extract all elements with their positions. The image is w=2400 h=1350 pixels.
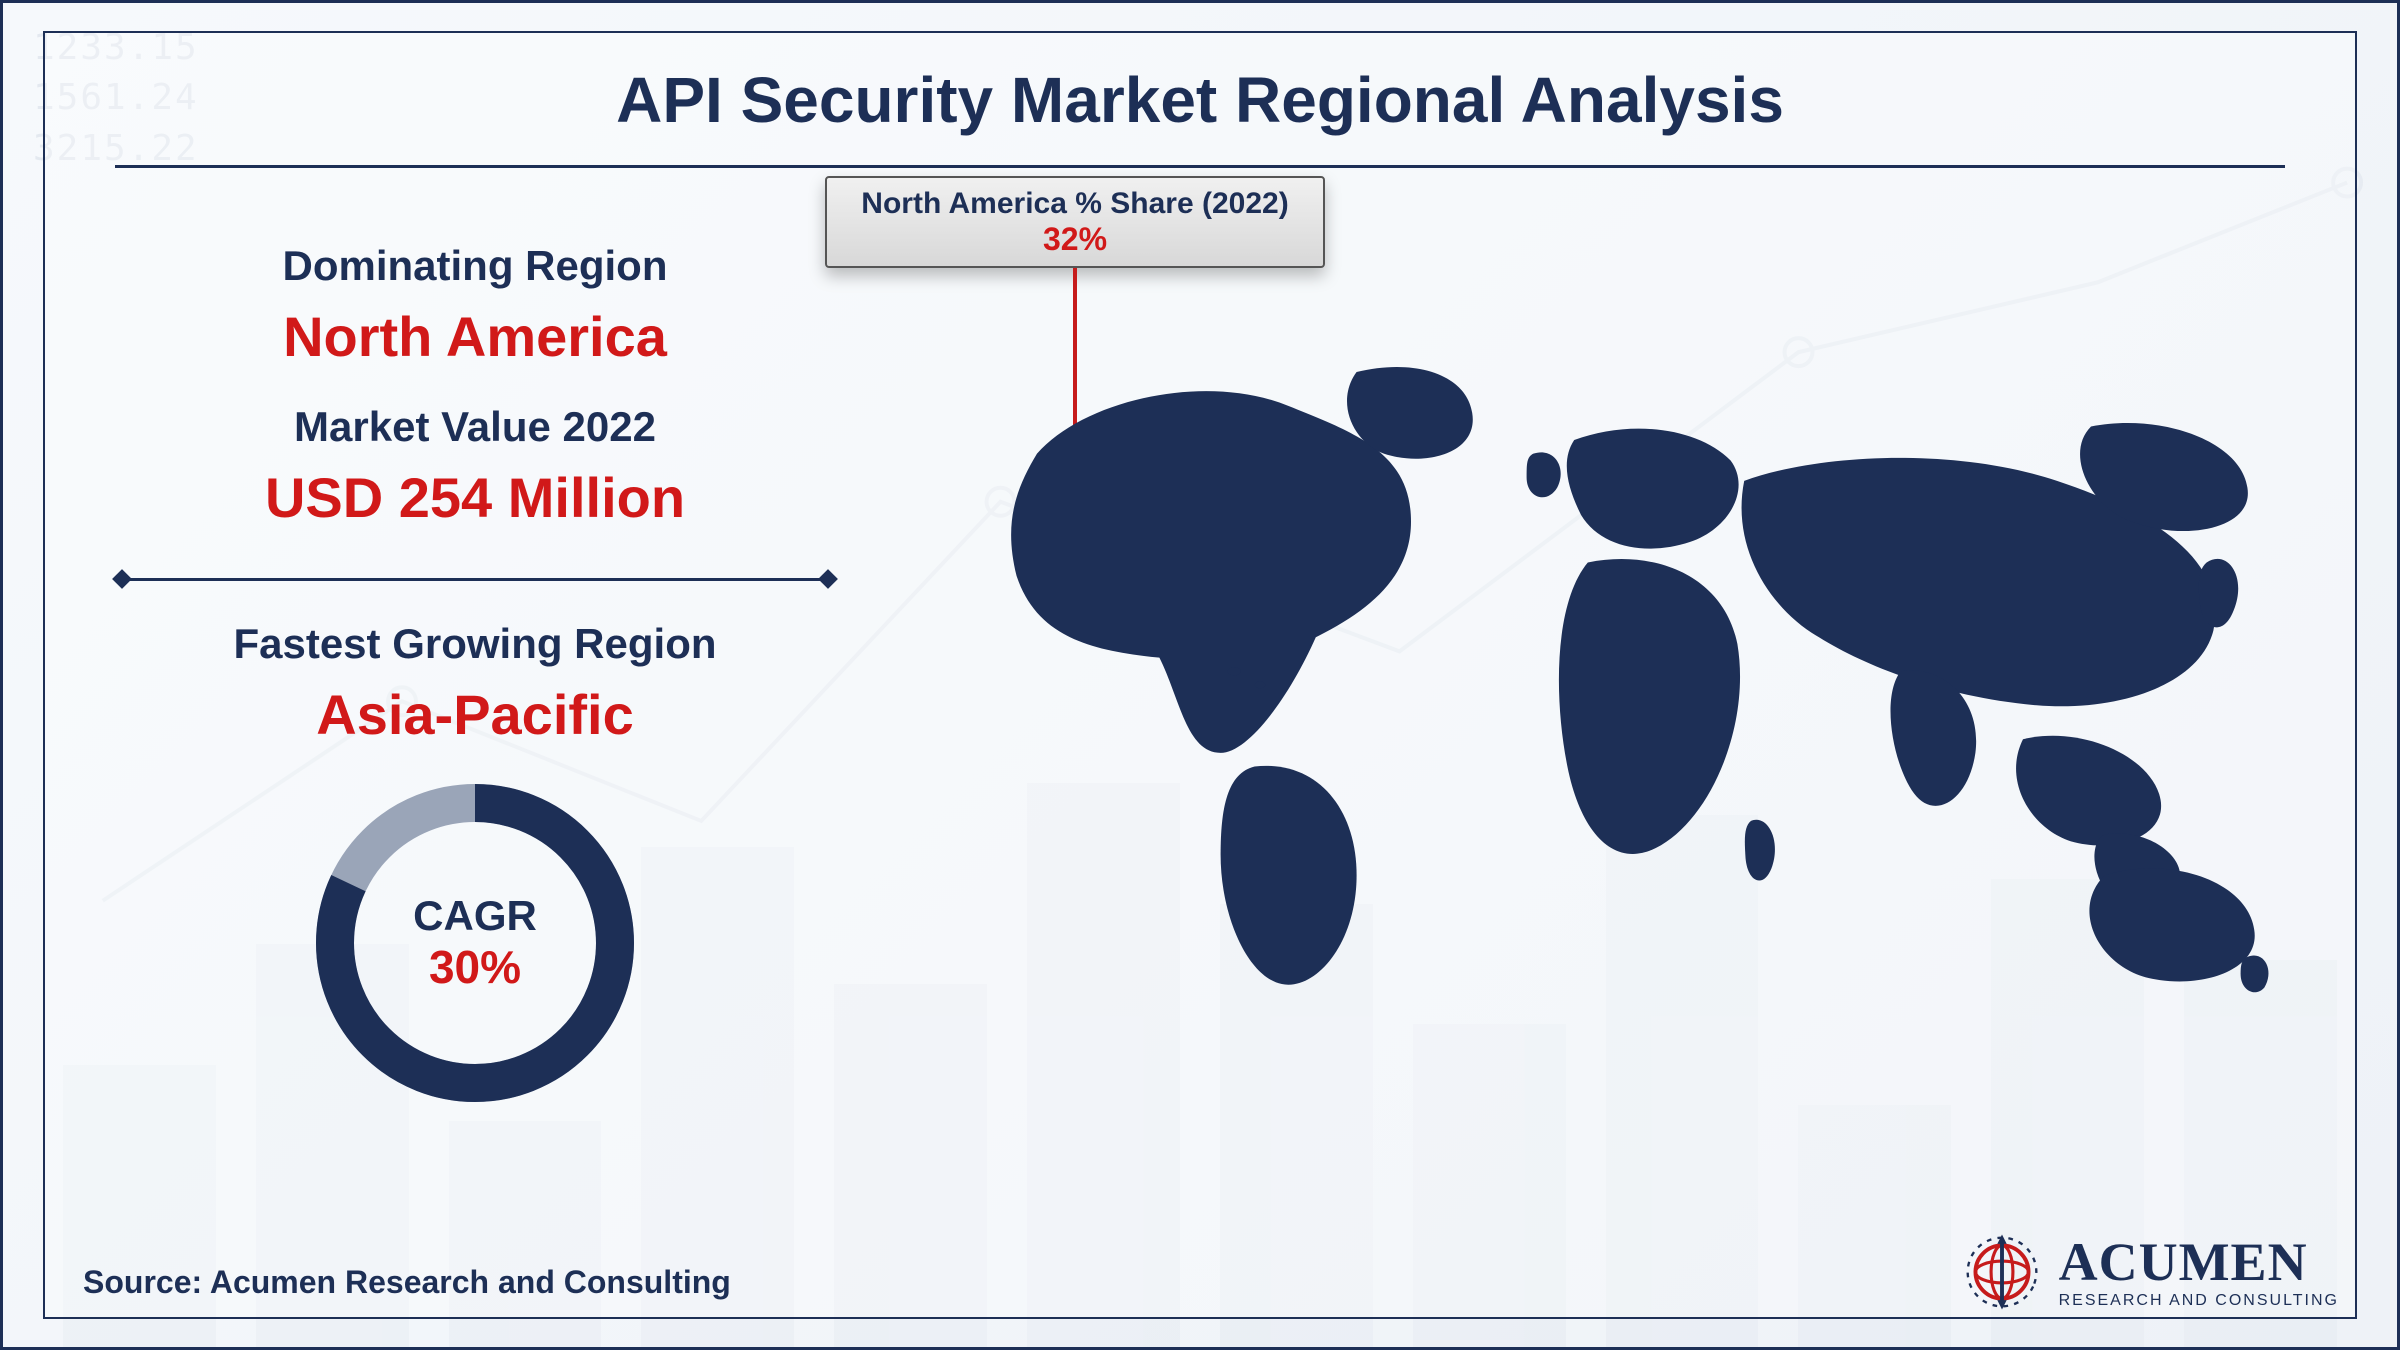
source-text: Source: Acumen Research and Consulting: [83, 1264, 731, 1301]
world-map: [935, 208, 2295, 1108]
stats-divider: [115, 572, 835, 586]
logo-sub-text: RESEARCH AND CONSULTING: [2059, 1293, 2339, 1309]
globe-icon: [1963, 1233, 2041, 1311]
brand-logo: ACUMEN RESEARCH AND CONSULTING: [1963, 1233, 2339, 1311]
dominating-region-label: Dominating Region: [115, 242, 835, 290]
cagr-ring: CAGR 30%: [315, 783, 635, 1103]
cagr-text-wrap: CAGR 30%: [315, 783, 635, 1103]
cagr-label: CAGR: [413, 892, 537, 940]
fastest-region-value: Asia-Pacific: [115, 682, 835, 747]
divider-line: [129, 578, 821, 581]
content-area: Dominating Region North America Market V…: [45, 168, 2355, 1302]
market-value-label: Market Value 2022: [115, 403, 835, 451]
dominating-region-value: North America: [115, 304, 835, 369]
page-title: API Security Market Regional Analysis: [45, 63, 2355, 137]
logo-main-text: ACUMEN: [2059, 1235, 2339, 1289]
cagr-value: 30%: [429, 940, 521, 994]
inner-frame: API Security Market Regional Analysis Do…: [43, 31, 2357, 1319]
divider-diamond-right: [818, 569, 838, 589]
infographic-canvas: 1233.151561.243215.22 API Security Marke…: [0, 0, 2400, 1350]
divider-diamond-left: [112, 569, 132, 589]
market-value-value: USD 254 Million: [115, 465, 835, 530]
fastest-region-label: Fastest Growing Region: [115, 620, 835, 668]
stats-panel: Dominating Region North America Market V…: [115, 208, 835, 1103]
logo-text: ACUMEN RESEARCH AND CONSULTING: [2059, 1235, 2339, 1309]
